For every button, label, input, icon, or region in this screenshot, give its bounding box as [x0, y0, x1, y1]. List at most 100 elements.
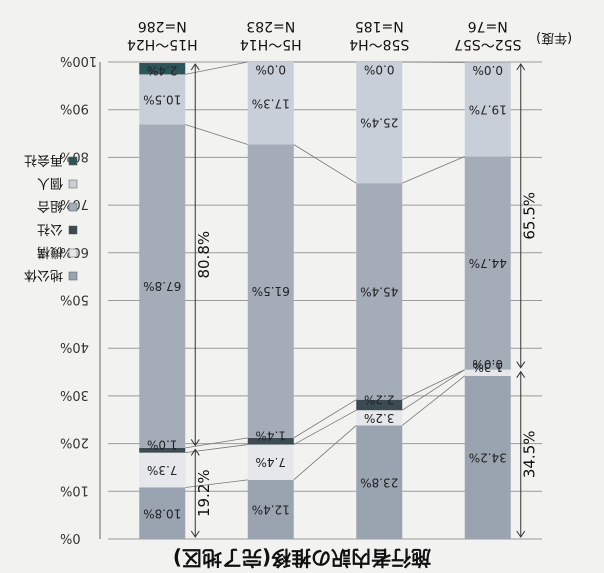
legend-label: 公社 [37, 221, 63, 237]
sample-size-label: N=286 [138, 18, 187, 34]
bracket-label: 19.2% [195, 469, 213, 517]
data-label: 61.5% [252, 284, 290, 298]
data-label: 2.4% [147, 64, 178, 78]
y-tick-label: 40% [60, 339, 89, 354]
bar-segment [139, 62, 186, 75]
data-label: 1.3% [473, 360, 504, 374]
bar-segment [464, 62, 511, 157]
bracket-arrow [516, 370, 526, 378]
sample-size-label: N=283 [246, 18, 295, 34]
legend-swatch [68, 179, 78, 189]
legend-label: 個人 [37, 175, 63, 190]
data-label: 45.4% [360, 284, 398, 298]
bar-segment [247, 144, 294, 438]
legend-swatch [68, 202, 78, 212]
bar-segment [356, 183, 403, 400]
bracket-layer: 34.5% 65.5% 19.2% 80.8% [190, 63, 539, 538]
bar-segment [139, 124, 186, 448]
legend-label: 機構 [37, 244, 63, 259]
bar-segment [356, 410, 403, 426]
bar-segment [139, 447, 186, 453]
legend-layer: 地公体 機構 公社 組合 個人 再会社 [24, 152, 78, 282]
bar-segment [247, 444, 294, 480]
connector-line [402, 375, 465, 426]
connector-line [293, 425, 357, 481]
data-label: 34.2% [469, 450, 507, 464]
sample-size-label: N=185 [355, 18, 404, 34]
data-label: 0.0% [364, 63, 395, 77]
data-label: 1.4% [256, 428, 287, 442]
connector-line [402, 369, 465, 401]
connector-line [293, 144, 357, 184]
bar-segment [356, 399, 403, 411]
y-tick-label: 50% [60, 292, 89, 307]
data-label: 44.7% [469, 256, 507, 270]
data-label: 7.4% [256, 455, 287, 469]
x-tick-label: H5～H14 [240, 36, 302, 52]
connector-line [293, 409, 357, 445]
connector-line [185, 437, 248, 449]
bar-segment [464, 375, 511, 539]
data-label: 7.3% [147, 463, 178, 477]
data-label: 19.7% [469, 102, 507, 116]
data-label: 2.2% [364, 392, 395, 406]
bracket-arrow [516, 63, 526, 71]
x-tick-label: S58～H4 [349, 36, 409, 52]
bracket-label: 65.5% [521, 192, 539, 240]
data-label: 0.0% [473, 357, 504, 371]
bar-segment [247, 62, 294, 145]
legend-swatch [68, 248, 78, 258]
chart-title: 施行者内訳の推移(完了地区) [173, 546, 431, 570]
data-label: 67.8% [143, 279, 181, 293]
legend-swatch [68, 271, 78, 281]
data-label: 1.0% [147, 438, 178, 452]
bracket-arrow [516, 361, 526, 369]
x-tick-label: H15～H24 [127, 36, 198, 52]
sample-size-label: N=76 [468, 18, 508, 34]
data-label: 0.0% [473, 63, 504, 77]
y-tick-label: 90% [60, 101, 89, 116]
bar-segment [356, 425, 403, 539]
bracket-arrow [190, 439, 200, 447]
bar-layer [139, 62, 511, 539]
y-tick-label: 20% [60, 435, 89, 450]
data-label: 0.0% [256, 63, 287, 77]
legend-label: 地公体 [24, 267, 63, 282]
bar-segment [139, 74, 186, 125]
legend-swatch [68, 225, 78, 235]
y-tick-label: 30% [60, 387, 89, 402]
data-label: 25.4% [360, 116, 398, 130]
x-tick-label: S52～S57 [454, 36, 521, 52]
y-tick-label: 80% [60, 148, 89, 163]
data-label: 10.8% [143, 506, 181, 520]
data-label: 23.8% [360, 475, 398, 489]
legend-label: 再会社 [24, 152, 63, 168]
bar-segment [464, 369, 511, 376]
bar-segment [356, 62, 403, 184]
x-axis-label: (年度) [536, 30, 572, 46]
label-layer: 34.2%1.3%0.0%44.7%19.7%0.0%23.8%3.2%2.2%… [143, 63, 507, 521]
data-label: 10.5% [143, 92, 181, 106]
bar-segment [464, 156, 511, 370]
y-tick-label: 10% [60, 482, 89, 497]
bracket-label: 80.8% [195, 231, 213, 279]
bracket-label: 34.5% [521, 431, 539, 479]
y-tick-label: 0% [60, 530, 81, 545]
connector-line [402, 156, 465, 184]
bracket-arrow [190, 448, 200, 456]
bracket-arrow [190, 530, 200, 538]
y-tick-label: 100% [60, 53, 97, 68]
data-label: 17.3% [252, 96, 290, 110]
legend-swatch [68, 156, 78, 166]
bracket-arrow [516, 530, 526, 538]
connector-line [293, 399, 357, 439]
connector-line [402, 369, 465, 411]
bracket-arrow [190, 63, 200, 71]
bar-segment [139, 452, 186, 488]
data-label: 3.2% [364, 411, 395, 425]
legend-label: 組合 [37, 198, 63, 213]
data-label: 12.4% [252, 502, 290, 516]
